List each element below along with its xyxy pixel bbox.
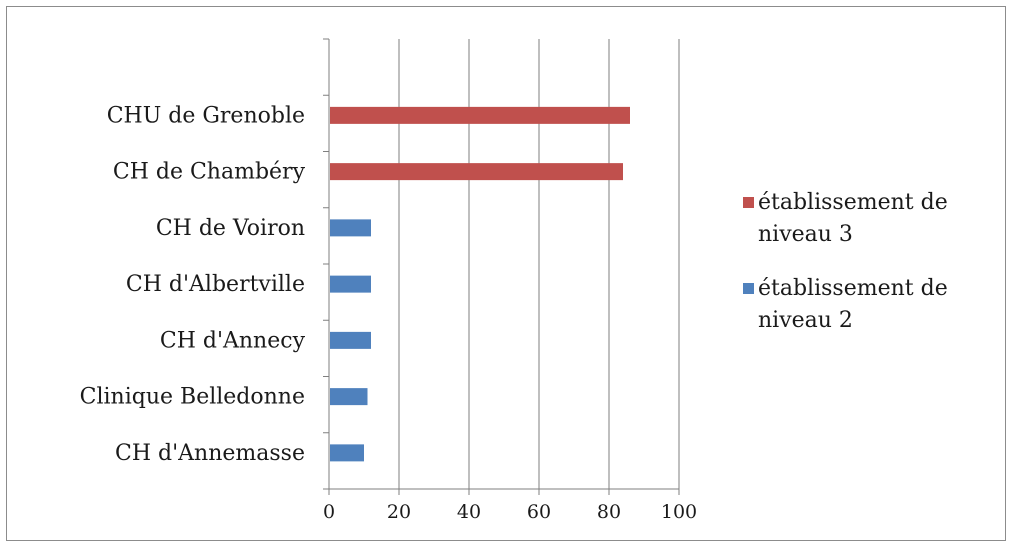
legend-label: établissement de — [758, 276, 948, 301]
x-tick-labels: 0 20 40 60 80 100 — [323, 501, 697, 523]
legend-swatch — [743, 283, 754, 294]
category-label: CHU de Grenoble — [107, 103, 305, 128]
chart-frame: CHU de Grenoble CH de Chambéry CH de Voiro… — [6, 6, 1006, 541]
category-label: CH de Voiron — [156, 216, 305, 241]
x-tick-label: 40 — [457, 501, 481, 523]
x-tick-label: 20 — [387, 501, 411, 523]
category-labels: CHU de Grenoble CH de Chambéry CH de Voiro… — [80, 103, 306, 466]
cropped-caption-strip — [0, 0, 1012, 6]
x-tick-label: 60 — [527, 501, 551, 523]
category-label: CH d'Annecy — [160, 328, 306, 353]
bar-niveau-3 — [330, 163, 623, 181]
gridlines — [398, 39, 680, 489]
legend-label: établissement de — [758, 190, 948, 215]
bar-niveau-2 — [330, 331, 371, 349]
category-label: CH de Chambéry — [113, 160, 306, 185]
category-label: Clinique Belledonne — [80, 385, 305, 410]
bar-niveau-2 — [330, 275, 371, 293]
bars — [330, 106, 630, 462]
x-tick-label: 0 — [323, 501, 335, 523]
bar-niveau-2 — [330, 444, 364, 462]
legend-label: niveau 2 — [758, 308, 853, 333]
bar-niveau-2 — [330, 219, 371, 237]
category-label: CH d'Annemasse — [115, 441, 305, 466]
legend: établissement de niveau 3 établissement de… — [743, 190, 948, 333]
legend-label: niveau 3 — [758, 222, 853, 247]
x-tick-label: 100 — [661, 501, 697, 523]
bar-niveau-2 — [330, 388, 368, 406]
bar-chart: CHU de Grenoble CH de Chambéry CH de Voiro… — [80, 38, 948, 523]
x-tick-label: 80 — [597, 501, 621, 523]
axes — [323, 38, 680, 495]
legend-swatch — [743, 197, 754, 208]
bar-niveau-3 — [330, 106, 630, 124]
category-label: CH d'Albertville — [126, 272, 305, 297]
